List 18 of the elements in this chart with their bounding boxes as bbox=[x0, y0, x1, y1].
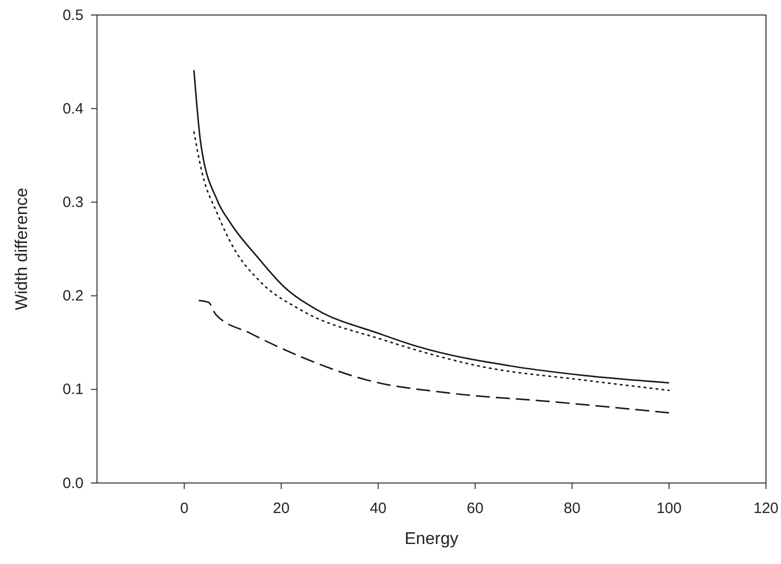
x-tick-label: 120 bbox=[753, 500, 779, 517]
x-tick-label: 20 bbox=[272, 500, 290, 517]
line-series bbox=[193, 69, 670, 384]
x-axis-title: Energy bbox=[404, 529, 459, 548]
y-axis-title: Width difference bbox=[12, 188, 31, 310]
x-tick-label: 80 bbox=[564, 500, 580, 517]
x-tick-label: 60 bbox=[466, 500, 484, 517]
y-tick-label: 0.5 bbox=[62, 6, 84, 24]
y-tick-label: 0.3 bbox=[62, 194, 84, 211]
y-tick-label: 0.0 bbox=[62, 474, 84, 492]
x-tick-label: 0 bbox=[180, 500, 188, 517]
line-series bbox=[198, 300, 670, 414]
x-tick-label: 40 bbox=[370, 500, 387, 517]
y-tick-label: 0.1 bbox=[62, 381, 84, 398]
x-tick-label: 100 bbox=[656, 500, 682, 517]
line-series bbox=[193, 131, 670, 392]
y-tick-label: 0.2 bbox=[62, 288, 84, 305]
y-tick-label: 0.4 bbox=[62, 100, 84, 118]
